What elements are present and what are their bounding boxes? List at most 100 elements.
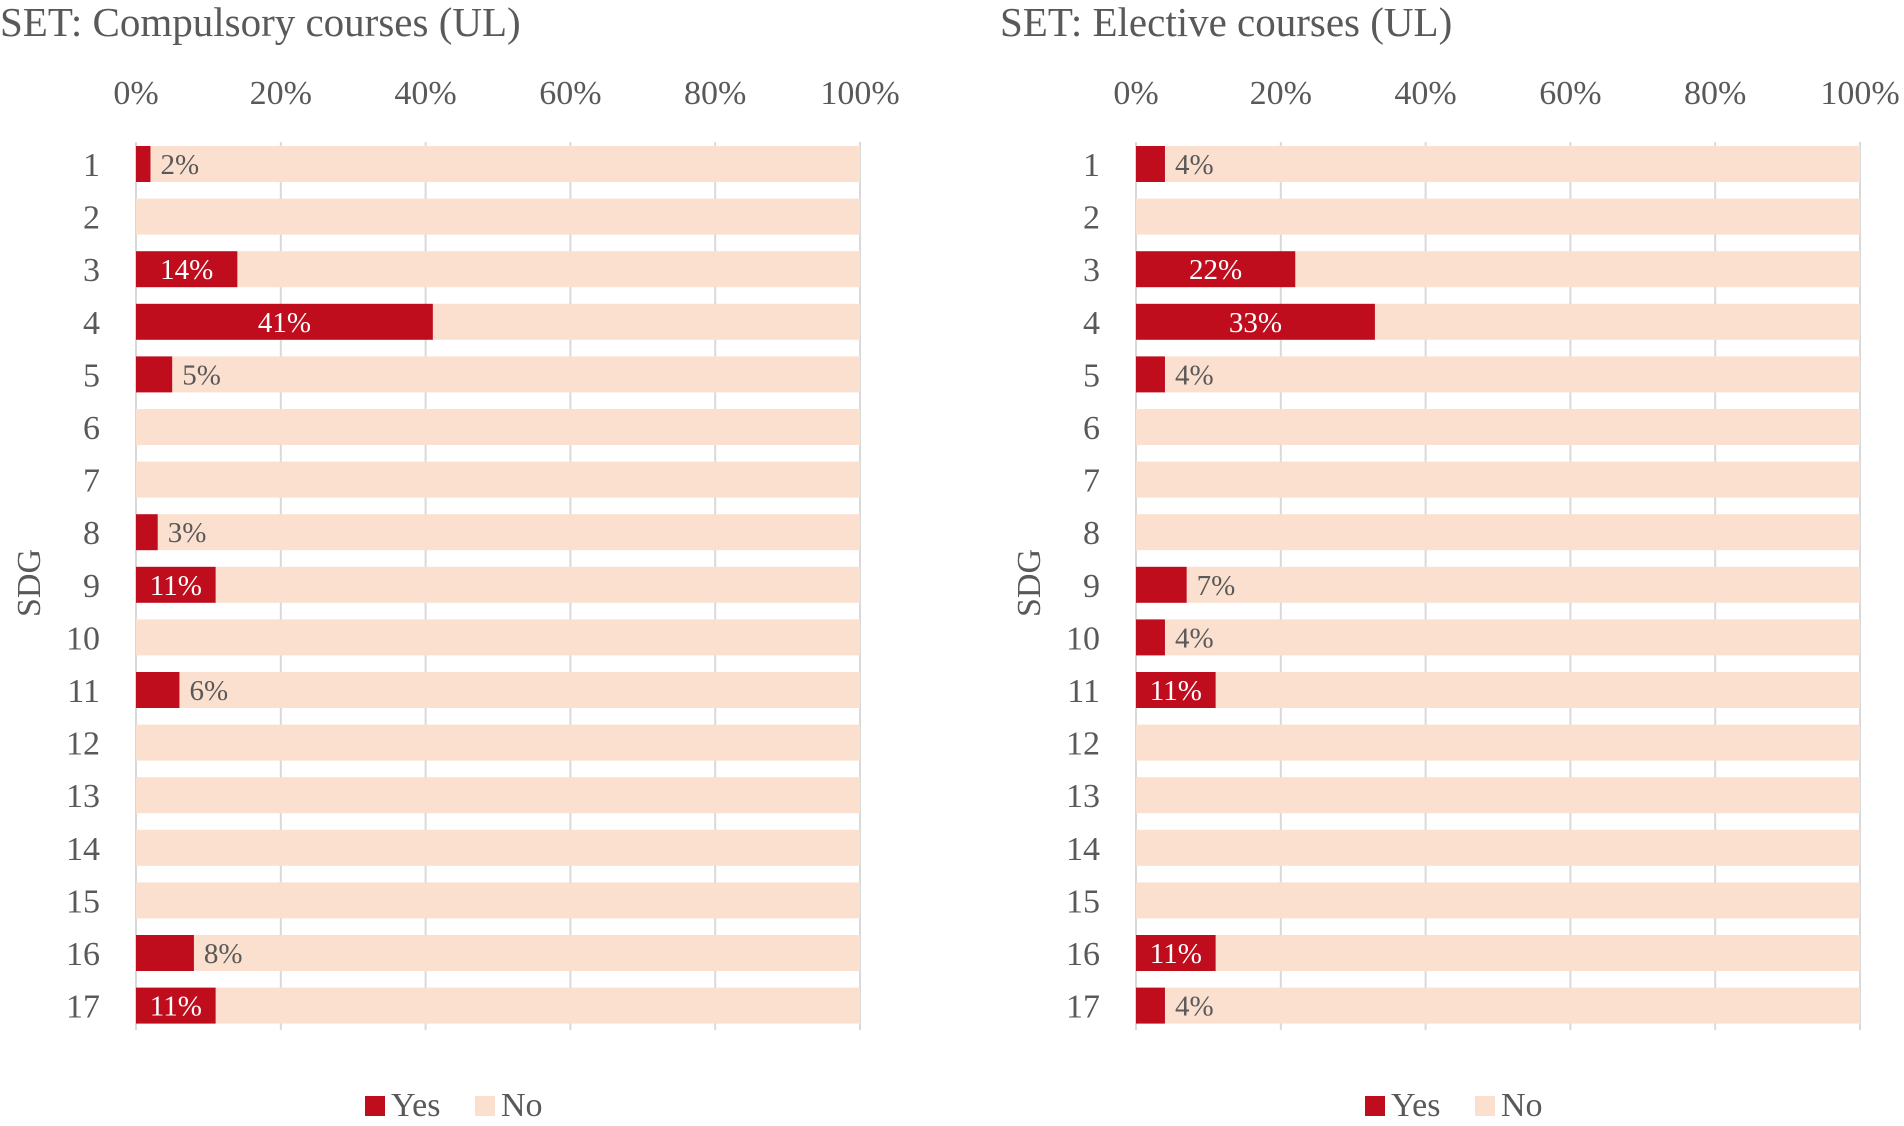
y-tick-label: 3 [83, 252, 100, 289]
bar-no [215, 566, 860, 603]
data-label: 41% [258, 307, 311, 339]
bar-no [136, 724, 860, 761]
y-tick-label: 13 [66, 778, 100, 815]
bar-no [1136, 724, 1860, 761]
x-tick-label: 60% [1539, 75, 1601, 112]
data-label: 11% [150, 991, 202, 1023]
data-label: 3% [168, 517, 207, 549]
y-tick-label: 13 [1066, 778, 1100, 815]
bar-yes [1136, 619, 1165, 656]
no-series-bars [1136, 146, 1860, 1024]
y-tick-label: 6 [83, 410, 100, 447]
chart-panel-compulsory: SET: Compulsory courses (UL) SDG 0% 20% 40… [0, 0, 900, 1124]
y-tick-label: 10 [1066, 620, 1100, 657]
y-tick-label: 2 [1083, 200, 1100, 237]
x-tick-label: 0% [1113, 75, 1158, 112]
bar-no [1215, 672, 1860, 708]
data-label: 4% [1175, 622, 1214, 654]
bar-no [193, 935, 861, 971]
data-label: 14% [160, 254, 213, 286]
data-label: 4% [1175, 359, 1214, 391]
bar-no [136, 829, 860, 866]
bar-yes [1136, 251, 1296, 288]
bar-no [179, 672, 860, 708]
bar-no [432, 303, 860, 340]
x-tick-label: 100% [820, 75, 899, 112]
data-label: 11% [150, 570, 202, 602]
bar-no [172, 356, 860, 393]
y-tick-label: 14 [66, 831, 100, 868]
bar-yes [1136, 356, 1165, 393]
y-tick-label: 15 [1066, 883, 1100, 920]
y-tick-label: 8 [83, 515, 100, 552]
legend-swatch [1365, 1096, 1385, 1116]
bar-no [150, 146, 861, 182]
bar-no [1136, 829, 1860, 866]
y-tick-label: 14 [1066, 831, 1100, 868]
chart-title: SET: Compulsory courses (UL) [0, 0, 521, 45]
y-tick-label: 8 [1083, 515, 1100, 552]
bar-no [215, 987, 860, 1024]
y-tick-label: 7 [83, 463, 100, 500]
legend-label: Yes [1391, 1087, 1440, 1121]
y-tick-label: 4 [1083, 305, 1100, 342]
bar-yes [136, 672, 180, 708]
x-tick-label: 80% [684, 75, 746, 112]
bar-yes [1136, 672, 1216, 708]
bar-yes [136, 303, 433, 340]
legend-swatch [1475, 1096, 1495, 1116]
bar-no [1136, 409, 1860, 445]
legend-label: Yes [391, 1087, 440, 1121]
y-tick-label: 5 [1083, 357, 1100, 394]
data-labels: 4% 22% 33% 4% 7% 4% 11% 11% 4% [1150, 149, 1282, 1023]
bar-yes [136, 251, 238, 288]
legend-swatch [365, 1096, 385, 1116]
bar-no [1136, 461, 1860, 498]
x-tick-label: 0% [113, 75, 158, 112]
bar-no [157, 514, 861, 551]
y-tick-label: 1 [1083, 147, 1100, 184]
data-label: 7% [1197, 570, 1236, 602]
y-axis-title: SDG [11, 549, 48, 617]
bar-yes [1136, 303, 1375, 340]
bar-yes [136, 514, 158, 551]
bar-no [136, 198, 860, 235]
y-tick-label: 12 [66, 726, 100, 763]
y-tick-label: 5 [83, 357, 100, 394]
bar-yes [1136, 146, 1165, 182]
bar-no [136, 461, 860, 498]
x-tick-label: 20% [250, 75, 312, 112]
bar-yes [136, 987, 216, 1024]
bar-yes [1136, 566, 1187, 603]
bar-no [1164, 987, 1860, 1024]
legend: Yes No [365, 1087, 543, 1124]
x-tick-label: 60% [539, 75, 601, 112]
bar-no [1136, 882, 1860, 919]
y-tick-label: 16 [66, 936, 100, 973]
data-labels: 2%14%41%5%3%11%6%8%11% [150, 149, 311, 1023]
bar-no [1295, 251, 1860, 288]
y-tick-label: 17 [1066, 989, 1100, 1026]
data-label: 22% [1189, 254, 1242, 286]
bar-no [136, 777, 860, 814]
bar-no [1164, 619, 1860, 656]
data-label: 33% [1229, 307, 1282, 339]
y-tick-label: 9 [83, 568, 100, 605]
y-tick-label: 9 [1083, 568, 1100, 605]
legend-swatch [475, 1096, 495, 1116]
x-tick-label: 100% [1820, 75, 1899, 112]
bar-yes [1136, 935, 1216, 971]
bar-no [1136, 198, 1860, 235]
y-tick-label: 4 [83, 305, 100, 342]
y-tick-label: 6 [1083, 410, 1100, 447]
bar-no [1136, 514, 1860, 551]
bar-no [1186, 566, 1860, 603]
legend: Yes No [1365, 1087, 1543, 1124]
x-tick-labels: 0% 20% 40% 60% 80% 100% [113, 75, 899, 112]
legend-label: No [1501, 1087, 1543, 1121]
y-tick-label: 17 [66, 989, 100, 1026]
bar-yes [136, 566, 216, 603]
bar-no [237, 251, 861, 288]
